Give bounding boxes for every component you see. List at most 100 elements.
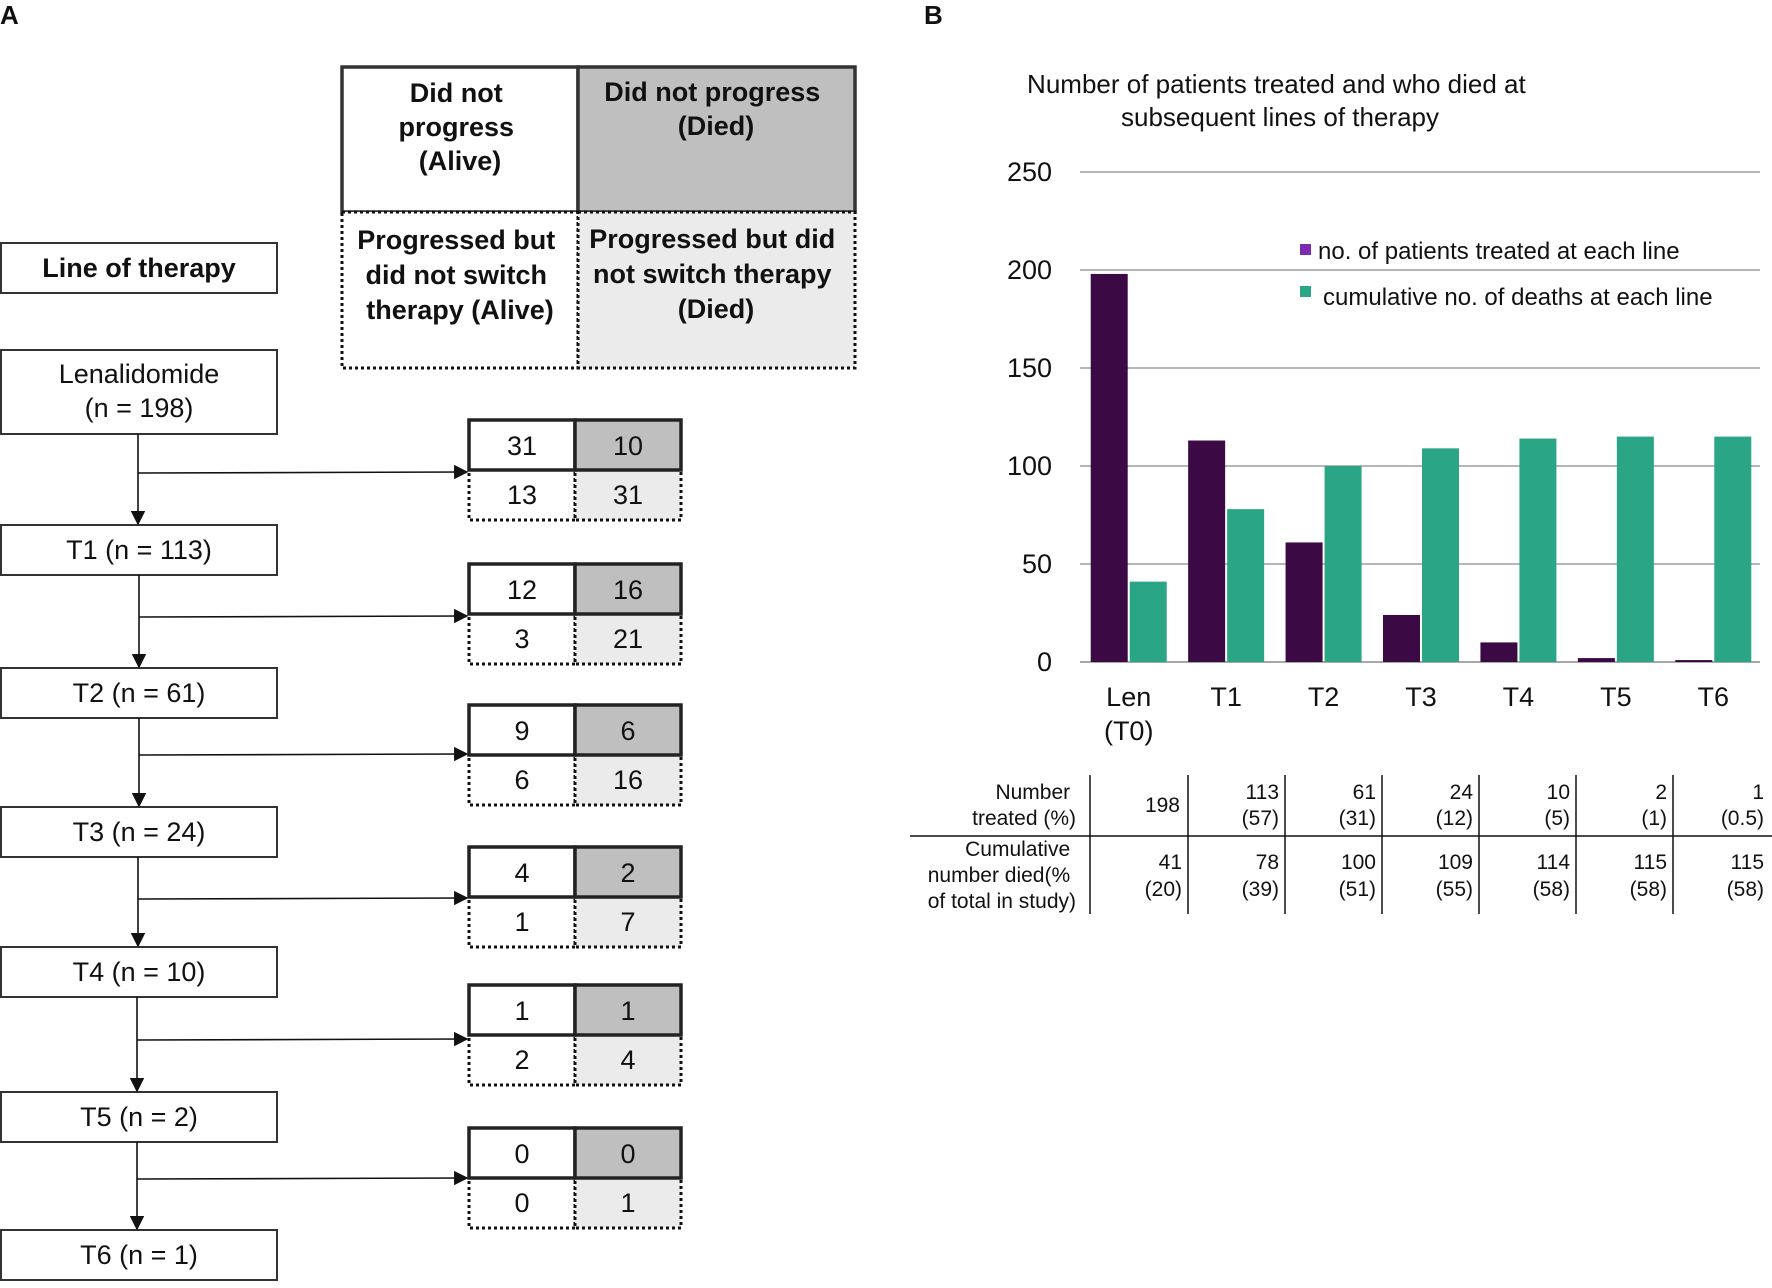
- y-tick-label: 150: [1007, 353, 1052, 383]
- value-not-progressed-alive: 12: [507, 575, 537, 605]
- value-not-progressed-alive: 9: [514, 716, 529, 746]
- x-tick-label: Len (T0): [1104, 682, 1154, 746]
- legend-progressed-alive-text: Progressed but did not switch therapy (A…: [357, 225, 563, 325]
- chart-bars: [1090, 273, 1752, 662]
- table-cell-treated: 1 (0.5): [1721, 781, 1764, 830]
- legend-swatch-deaths: [1300, 286, 1311, 297]
- value-not-progressed-alive: 0: [514, 1139, 529, 1169]
- y-axis-ticks: 0 50 100 150 200 250: [1007, 157, 1052, 677]
- table-cell-treated: 24 (12): [1436, 781, 1474, 830]
- cell-not-progressed-died: [573, 1126, 683, 1180]
- cell-not-progressed-alive: [467, 562, 577, 616]
- bar-deaths: [1519, 438, 1557, 662]
- legend-progressed-died-box: [576, 210, 857, 370]
- bar-treated: [1285, 542, 1323, 662]
- cell-progressed-died: [573, 1176, 683, 1230]
- outcome-box: 9 6 6 16: [467, 703, 683, 807]
- therapy-line-box: [0, 349, 278, 435]
- chart-title: Number of patients treated and who died …: [1027, 69, 1533, 132]
- panel-a-label: A: [0, 0, 19, 30]
- value-progressed-alive: 1: [514, 907, 529, 937]
- legend-swatch-treated: [1300, 244, 1311, 255]
- y-tick-label: 0: [1037, 647, 1052, 677]
- cell-not-progressed-died: [573, 703, 683, 757]
- flow-right-arrow: [137, 890, 469, 906]
- bar-treated: [1188, 440, 1226, 662]
- bar-deaths: [1714, 436, 1752, 662]
- legend-progressed-died-text: Progressed but did not switch therapy (D…: [589, 224, 843, 324]
- bar-treated: [1577, 658, 1615, 662]
- table-cell-died: 109 (55): [1436, 851, 1473, 901]
- outcome-legend: Did not progress (Alive) Did not progres…: [340, 65, 857, 370]
- panel-a-flow-diagram: A Did not progress (Alive) Did not progr…: [0, 0, 857, 1281]
- flow-right-arrow: [138, 746, 469, 762]
- legend-not-progressed-died-text: Did not progress (Died): [604, 77, 828, 141]
- value-not-progressed-died: 2: [620, 858, 635, 888]
- cell-progressed-alive: [467, 753, 577, 807]
- cell-progressed-died: [573, 753, 683, 807]
- cell-not-progressed-alive: [467, 703, 577, 757]
- cell-progressed-alive: [467, 1176, 577, 1230]
- bar-treated: [1675, 660, 1713, 662]
- table-cells: 198 113 (57) 61 (31) 24 (12) 10 (5) 2 (1) 1 (0.5) 41(…: [1089, 775, 1764, 914]
- bar-treated: [1383, 614, 1420, 662]
- y-tick-label: 50: [1022, 549, 1052, 579]
- cell-progressed-died: [573, 612, 683, 666]
- value-not-progressed-died: 0: [620, 1139, 635, 1169]
- cell-progressed-died: [573, 468, 683, 522]
- value-progressed-died: 21: [613, 624, 643, 654]
- cell-progressed-alive: [467, 895, 577, 949]
- cell-not-progressed-alive: [467, 845, 577, 899]
- panel-b-bar-chart: B Number of patients treated and who die…: [910, 0, 1772, 914]
- table-cell-died: 115 (58): [1630, 851, 1667, 901]
- value-not-progressed-died: 6: [620, 716, 635, 746]
- value-progressed-alive: 13: [507, 480, 537, 510]
- data-table: Number treated (%) Cumulative number die…: [910, 775, 1772, 914]
- table-cell-treated: 61 (31): [1339, 781, 1376, 830]
- value-not-progressed-died: 16: [613, 575, 643, 605]
- cell-progressed-alive: [467, 468, 577, 522]
- value-not-progressed-died: 1: [620, 996, 635, 1026]
- cell-progressed-died: [573, 1033, 683, 1087]
- legend-not-progressed-died-box: [576, 65, 857, 214]
- value-not-progressed-alive: 1: [514, 996, 529, 1026]
- value-progressed-died: 16: [613, 765, 643, 795]
- value-progressed-alive: 6: [514, 765, 529, 795]
- value-progressed-died: 7: [620, 907, 635, 937]
- cell-progressed-alive: [467, 1033, 577, 1087]
- value-progressed-alive: 0: [514, 1188, 529, 1218]
- table-cell-died: 41 (20): [1145, 851, 1182, 901]
- cell-not-progressed-died: [573, 418, 683, 472]
- table-cell-treated: 2 (1): [1641, 781, 1667, 830]
- table-cell-died: 115 (58): [1727, 851, 1764, 901]
- bar-deaths: [1324, 466, 1362, 662]
- outcome-box: 12 16 3 21: [467, 562, 683, 666]
- value-progressed-alive: 2: [514, 1045, 529, 1075]
- y-tick-label: 200: [1007, 255, 1052, 285]
- legend-label-deaths: cumulative no. of deaths at each line: [1323, 284, 1713, 311]
- cell-not-progressed-died: [573, 845, 683, 899]
- y-tick-label: 250: [1007, 157, 1052, 187]
- legend-not-progressed-alive-box: [340, 65, 580, 214]
- therapy-line-label: T5 (n = 2): [80, 1102, 198, 1132]
- table-cell-treated: 113 (57): [1242, 781, 1279, 830]
- bar-deaths: [1422, 448, 1459, 662]
- therapy-line-label: Lenalidomide (n = 198): [59, 359, 220, 423]
- flow-arrows: [129, 434, 469, 1231]
- chart-legend: no. of patients treated at each line cum…: [1300, 238, 1713, 311]
- x-axis-ticks: Len (T0) T1 T2 T3 T4 T5 T6: [1104, 682, 1729, 746]
- bar-deaths: [1227, 509, 1265, 662]
- x-tick-label: T6: [1698, 682, 1730, 712]
- value-progressed-died: 4: [620, 1045, 635, 1075]
- legend-label-treated: no. of patients treated at each line: [1318, 238, 1680, 265]
- cell-progressed-died: [573, 895, 683, 949]
- flow-right-arrow: [136, 1170, 469, 1186]
- therapy-line-boxes: Lenalidomide (n = 198) T1 (n = 113) T2 (n =…: [0, 349, 278, 1281]
- x-tick-label: T2: [1308, 682, 1340, 712]
- outcome-box: 4 2 1 7: [467, 845, 683, 949]
- therapy-line-label: T4 (n = 10): [73, 957, 206, 987]
- therapy-line-label: T1 (n = 113): [66, 535, 212, 565]
- line-of-therapy-header: Line of therapy: [42, 253, 236, 283]
- bar-treated: [1480, 642, 1518, 662]
- outcome-box: 0 0 0 1: [467, 1126, 683, 1230]
